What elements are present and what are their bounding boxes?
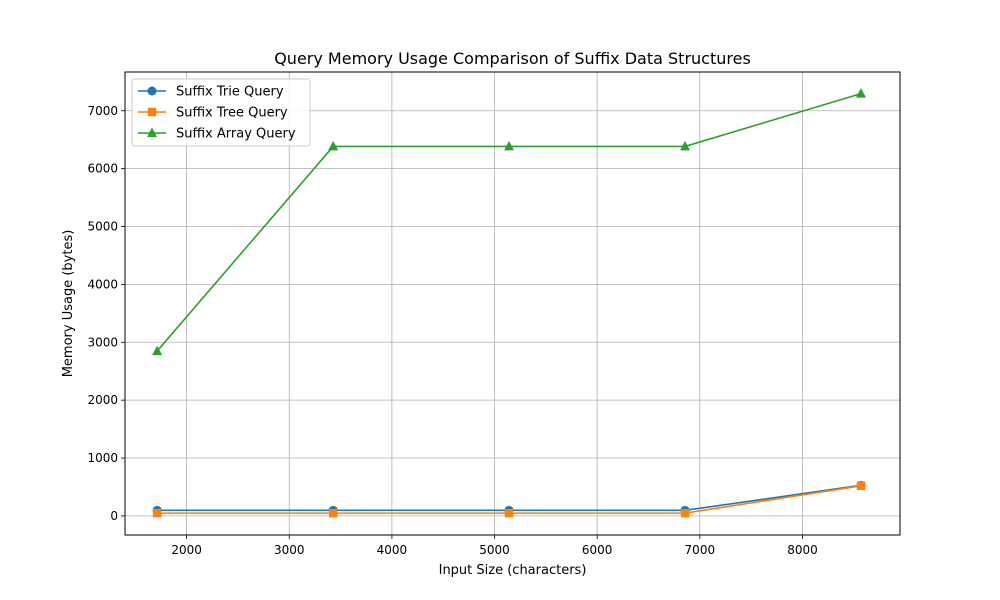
legend-marker — [147, 127, 157, 137]
series-suffix-tree-query — [152, 481, 866, 518]
y-tick-label: 3000 — [87, 335, 118, 349]
legend: Suffix Trie Query Suffix Tree Query Suffix… — [131, 78, 311, 147]
data-point — [504, 140, 515, 151]
data-point — [152, 345, 163, 356]
x-tick-label: 2000 — [171, 543, 202, 557]
legend-items: Suffix Trie Query Suffix Tree Query Suffix… — [138, 85, 296, 142]
data-point — [856, 481, 866, 491]
legend-item: Suffix Tree Query — [138, 106, 288, 121]
legend-item: Suffix Array Query — [138, 127, 296, 142]
legend-label: Suffix Tree Query — [176, 106, 288, 121]
x-tick-label: 3000 — [274, 543, 305, 557]
legend-item: Suffix Trie Query — [138, 85, 284, 100]
data-point — [680, 140, 691, 151]
data-point — [152, 508, 162, 518]
legend-label: Suffix Array Query — [176, 127, 296, 142]
data-point — [680, 508, 690, 518]
y-tick-label: 6000 — [87, 162, 118, 176]
x-tick-label: 6000 — [582, 543, 613, 557]
legend-marker — [147, 86, 157, 96]
data-point — [328, 508, 338, 518]
y-tick-label: 4000 — [87, 277, 118, 291]
x-axis-label: Input Size (characters) — [439, 563, 587, 578]
grid — [125, 72, 900, 535]
series-suffix-array-query — [152, 88, 866, 356]
legend-label: Suffix Trie Query — [176, 85, 284, 100]
data-point — [855, 88, 866, 98]
y-tick-label: 2000 — [87, 393, 118, 407]
y-tick-label: 5000 — [87, 220, 118, 234]
x-tick-label: 7000 — [685, 543, 716, 557]
data-point — [504, 508, 514, 518]
legend-box — [131, 78, 311, 147]
plot-frame — [124, 71, 901, 536]
chart-title: Query Memory Usage Comparison of Suffix … — [274, 49, 751, 68]
y-tick-label: 7000 — [87, 104, 118, 118]
y-tick-label: 1000 — [87, 451, 118, 465]
x-tick-label: 4000 — [377, 543, 408, 557]
y-axis-label: Memory Usage (bytes) — [61, 230, 76, 378]
x-tick-label: 8000 — [787, 543, 818, 557]
series-layer — [152, 88, 866, 518]
x-tick-label: 5000 — [479, 543, 510, 557]
legend-marker — [147, 107, 157, 117]
ticks: 2000 3000 4000 5000 6000 7000 8000 0 1000 2000 300… — [87, 104, 817, 557]
data-point — [328, 140, 339, 151]
y-tick-label: 0 — [110, 509, 118, 523]
